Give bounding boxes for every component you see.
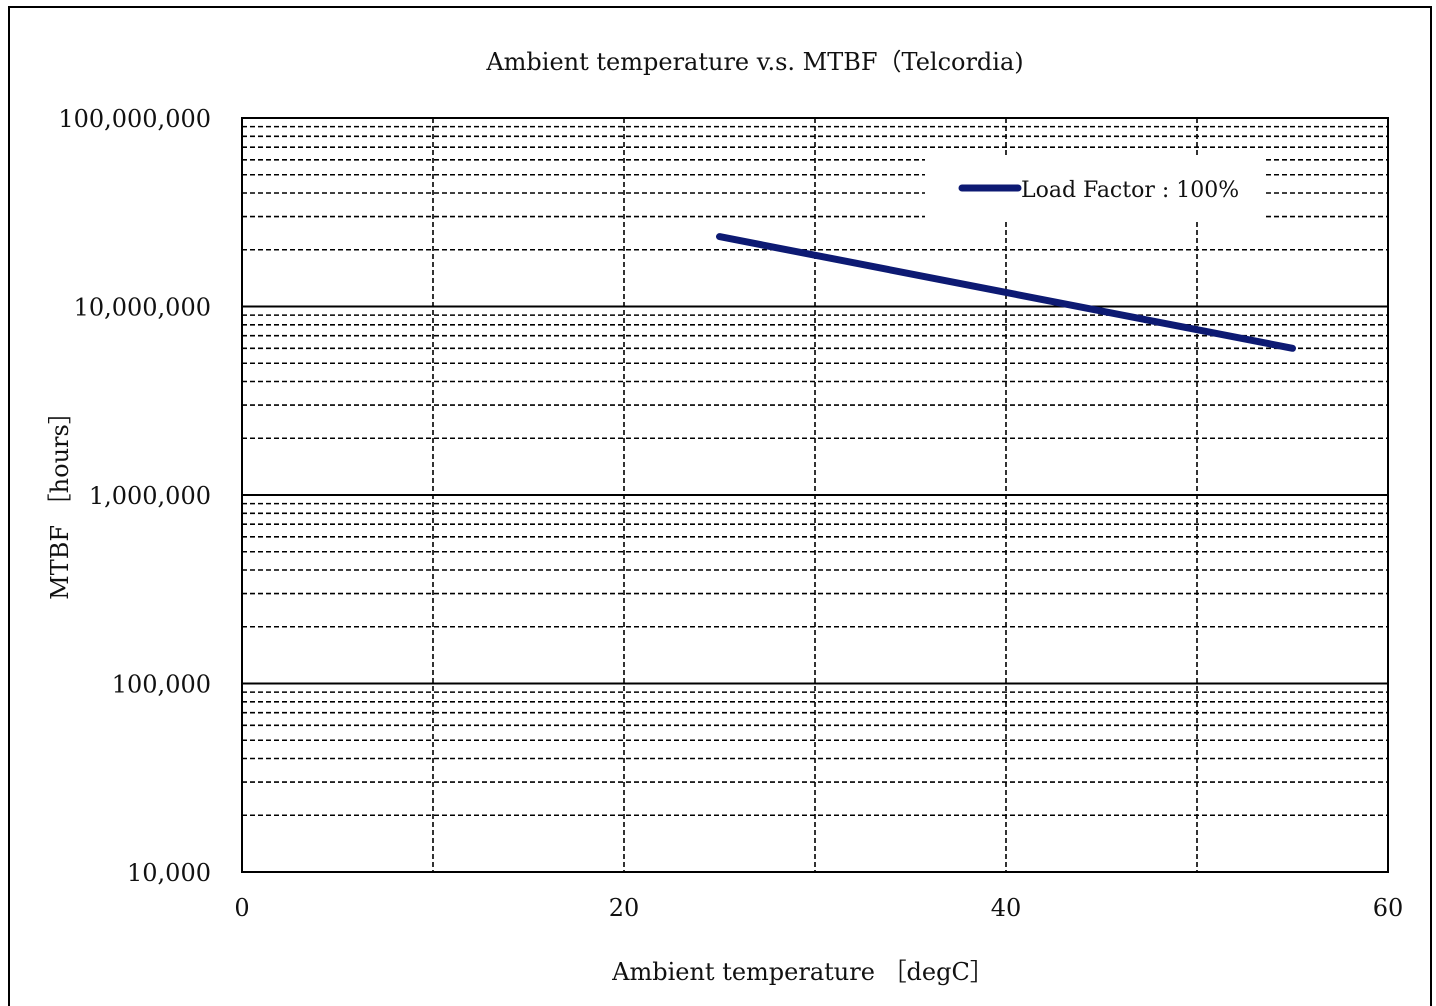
chart-title: Ambient temperature v.s. MTBF（Telcordia) (485, 48, 1023, 76)
y-tick-label: 100,000,000 (58, 105, 211, 133)
series-layer (716, 233, 1296, 352)
y-tick-label: 10,000,000 (74, 294, 211, 322)
y-axis-tick-labels: 10,000 100,000 1,000,000 10,000,000 100,000,… (58, 105, 211, 887)
y-tick-label: 100,000 (112, 671, 211, 699)
plot-area-border (241, 117, 1389, 873)
x-tick-label: 40 (991, 894, 1022, 922)
legend-label: Load Factor : 100% (1021, 178, 1239, 203)
x-tick-label: 60 (1373, 894, 1404, 922)
y-tick-label: 10,000 (127, 859, 211, 887)
chart-frame (8, 6, 1432, 1006)
legend: Load Factor : 100% (925, 156, 1265, 222)
x-tick-label: 20 (609, 894, 640, 922)
x-axis-label: Ambient temperature ［degC］ (611, 958, 994, 986)
x-tick-label: 0 (234, 894, 249, 922)
x-axis-tick-labels: 0 20 40 60 (234, 894, 1403, 922)
series-line (716, 233, 1296, 352)
y-axis-label: MTBF ［hours］ (46, 400, 74, 600)
y-tick-label: 1,000,000 (89, 482, 211, 510)
